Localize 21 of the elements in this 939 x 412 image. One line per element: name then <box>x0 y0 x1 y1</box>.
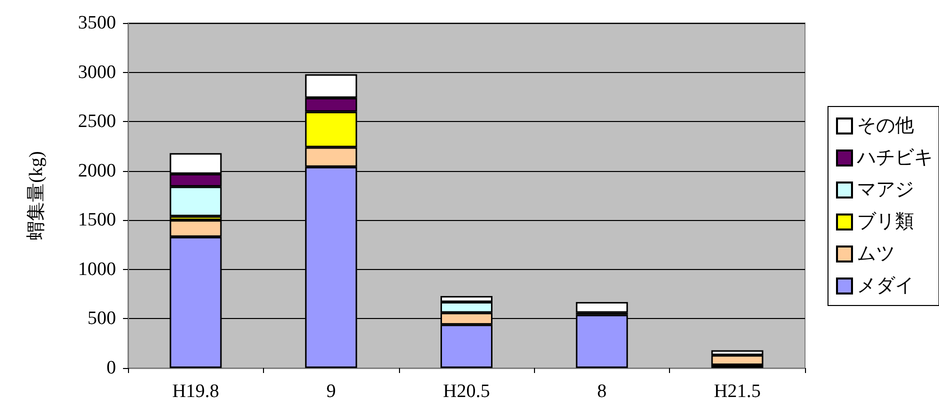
y-tick-label: 1000 <box>78 258 116 280</box>
bar <box>576 302 628 313</box>
x-tick-label: H20.5 <box>443 381 490 402</box>
x-tick-label: H19.8 <box>172 381 220 402</box>
legend-label: ブリ類 <box>857 212 914 232</box>
legend-label: ハチビキ <box>856 148 933 168</box>
y-tick-label: 3500 <box>78 12 116 34</box>
y-axis-title: 蝟集量(kg) <box>26 151 47 240</box>
y-tick-label: 2000 <box>78 160 116 182</box>
legend-label: その他 <box>857 116 914 136</box>
x-tick-label: 8 <box>597 381 607 402</box>
y-tick-label: 0 <box>106 358 116 378</box>
x-tick-label: 9 <box>326 381 336 402</box>
y-tick-label: 3000 <box>78 62 116 83</box>
y-tick-label: 2500 <box>78 111 116 132</box>
y-tick-label: 1500 <box>78 210 116 231</box>
legend-label: マアジ <box>857 180 914 200</box>
legend-label: メダイ <box>857 276 914 296</box>
x-tick-label: H21.5 <box>714 381 761 402</box>
legend-label: ムツ <box>857 244 895 264</box>
y-tick-label: 500 <box>88 308 116 330</box>
